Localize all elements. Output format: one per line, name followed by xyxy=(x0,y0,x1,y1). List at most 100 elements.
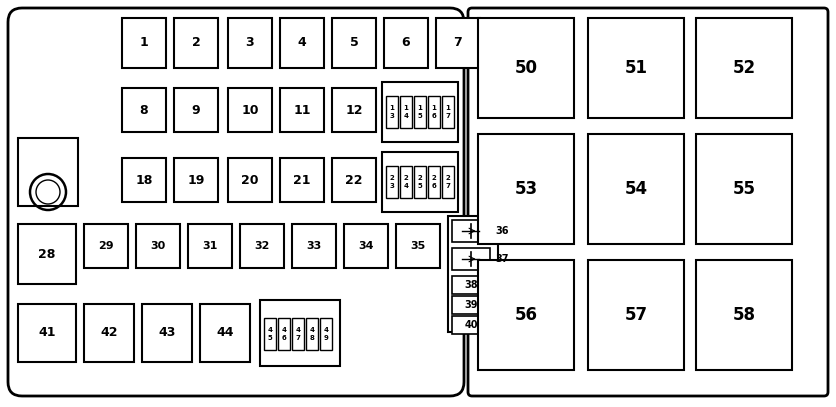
Text: 31: 31 xyxy=(202,241,217,251)
Text: 41: 41 xyxy=(38,326,56,339)
Bar xyxy=(452,248,490,270)
Text: 1: 1 xyxy=(140,37,148,50)
Text: 33: 33 xyxy=(306,241,322,251)
Bar xyxy=(228,18,272,68)
Text: 4
5: 4 5 xyxy=(268,328,273,341)
Bar xyxy=(588,260,684,370)
Text: 56: 56 xyxy=(514,306,538,324)
Text: 42: 42 xyxy=(100,326,118,339)
Text: 4
9: 4 9 xyxy=(324,328,329,341)
Text: 4
6: 4 6 xyxy=(282,328,287,341)
Bar xyxy=(136,224,180,268)
FancyBboxPatch shape xyxy=(468,8,828,396)
Text: 2: 2 xyxy=(191,37,201,50)
Bar xyxy=(448,216,498,332)
Bar xyxy=(478,260,574,370)
Text: 57: 57 xyxy=(624,306,648,324)
Text: 2
7: 2 7 xyxy=(446,175,451,188)
Text: 35: 35 xyxy=(410,241,426,251)
Text: 34: 34 xyxy=(359,241,374,251)
Text: 2
4: 2 4 xyxy=(404,175,409,188)
Text: 40: 40 xyxy=(464,320,477,330)
Bar xyxy=(84,224,128,268)
Text: 18: 18 xyxy=(135,173,153,186)
Bar xyxy=(18,224,76,284)
Bar xyxy=(452,296,490,314)
Bar xyxy=(442,96,454,128)
Text: 1
4: 1 4 xyxy=(404,105,409,118)
Text: 9: 9 xyxy=(191,103,201,116)
Bar xyxy=(400,166,412,198)
Text: 1
6: 1 6 xyxy=(431,105,436,118)
Text: 54: 54 xyxy=(624,180,648,198)
Text: 51: 51 xyxy=(624,59,648,77)
Text: 2
6: 2 6 xyxy=(431,175,436,188)
Bar xyxy=(142,304,192,362)
Bar xyxy=(382,152,458,212)
Bar xyxy=(478,18,574,118)
Bar xyxy=(344,224,388,268)
Bar xyxy=(240,224,284,268)
Text: 21: 21 xyxy=(293,173,311,186)
Bar xyxy=(228,88,272,132)
Text: 38: 38 xyxy=(464,280,478,290)
Text: 20: 20 xyxy=(242,173,259,186)
Text: 55: 55 xyxy=(732,180,756,198)
Bar xyxy=(18,138,78,206)
Bar xyxy=(452,316,490,334)
Text: 4: 4 xyxy=(298,37,306,50)
Bar xyxy=(174,158,218,202)
Bar xyxy=(382,82,458,142)
Bar xyxy=(452,276,490,294)
Bar xyxy=(478,134,574,244)
Text: 12: 12 xyxy=(345,103,363,116)
Text: 22: 22 xyxy=(345,173,363,186)
Bar xyxy=(122,18,166,68)
Text: 52: 52 xyxy=(732,59,756,77)
Bar xyxy=(452,220,490,242)
Text: 5: 5 xyxy=(349,37,359,50)
Text: 2
3: 2 3 xyxy=(390,175,395,188)
Bar xyxy=(84,304,134,362)
Bar xyxy=(442,166,454,198)
Bar xyxy=(280,18,324,68)
Text: 7: 7 xyxy=(454,37,462,50)
Bar xyxy=(264,318,276,350)
Text: 10: 10 xyxy=(242,103,259,116)
Text: 1
5: 1 5 xyxy=(417,105,422,118)
Bar xyxy=(696,134,792,244)
Bar xyxy=(292,224,336,268)
Bar xyxy=(228,158,272,202)
Bar xyxy=(332,88,376,132)
Text: 36: 36 xyxy=(495,226,508,236)
Bar xyxy=(292,318,304,350)
Bar xyxy=(280,88,324,132)
Text: 1
7: 1 7 xyxy=(446,105,451,118)
Text: 11: 11 xyxy=(293,103,311,116)
Bar xyxy=(696,18,792,118)
Bar xyxy=(122,88,166,132)
Bar xyxy=(188,224,232,268)
Text: 3: 3 xyxy=(246,37,254,50)
Bar xyxy=(122,158,166,202)
Text: 6: 6 xyxy=(401,37,410,50)
Bar xyxy=(260,300,340,366)
Bar xyxy=(428,96,440,128)
Bar xyxy=(436,18,480,68)
Bar xyxy=(332,18,376,68)
Text: 2
5: 2 5 xyxy=(418,175,422,188)
Bar xyxy=(696,260,792,370)
Bar xyxy=(386,166,398,198)
FancyBboxPatch shape xyxy=(8,8,464,396)
Bar xyxy=(280,158,324,202)
Bar xyxy=(588,18,684,118)
Text: 44: 44 xyxy=(217,326,234,339)
Bar xyxy=(18,304,76,362)
Bar xyxy=(278,318,290,350)
Text: 50: 50 xyxy=(514,59,538,77)
Text: 32: 32 xyxy=(254,241,270,251)
Bar xyxy=(396,224,440,268)
Text: 43: 43 xyxy=(158,326,176,339)
Bar xyxy=(386,96,398,128)
Bar xyxy=(332,158,376,202)
